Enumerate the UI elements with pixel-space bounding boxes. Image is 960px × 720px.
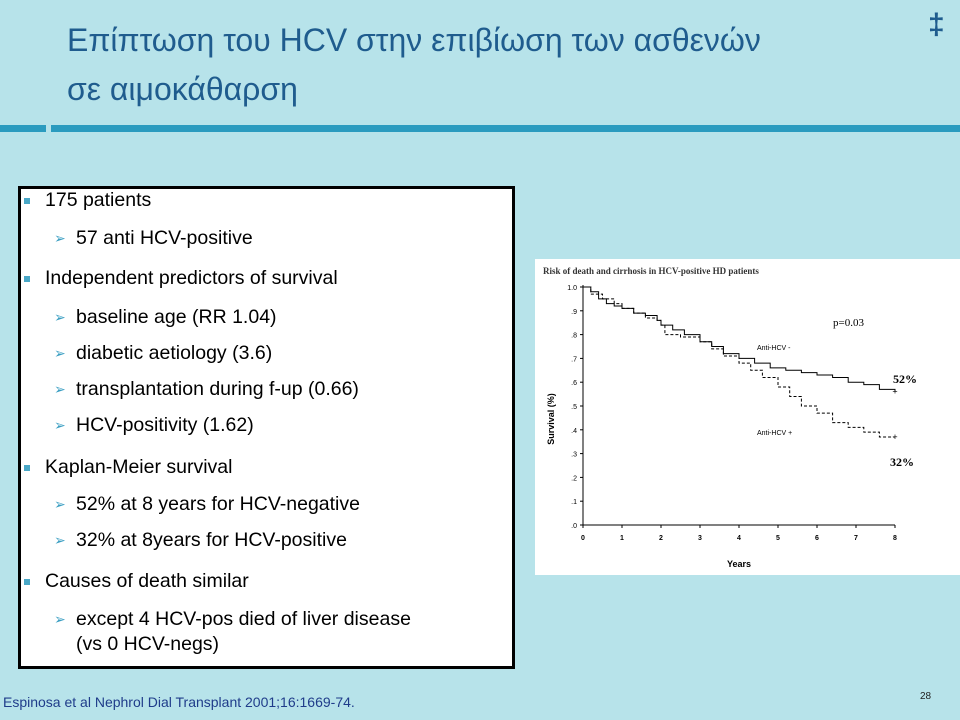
square-bullet-icon	[24, 276, 30, 282]
sub-bullet-item: HCV-positivity (1.62)	[76, 414, 254, 436]
title-line-2: σε αιμοκάθαρση	[67, 71, 298, 107]
corner-symbol: ‡	[928, 8, 945, 41]
arrow-bullet-icon: ➢	[54, 611, 66, 627]
censor-mark: +	[892, 432, 897, 442]
title-rule-left	[0, 125, 46, 132]
hcv-positive-percent-label: 32%	[890, 455, 914, 469]
square-bullet-icon	[24, 579, 30, 585]
arrow-bullet-icon: ➢	[54, 381, 66, 397]
x-tick-label: 3	[698, 535, 702, 542]
x-tick-label: 8	[893, 535, 897, 542]
bullet-item: Independent predictors of survival	[45, 267, 338, 289]
chart-axes: .0 .1 .2 .3 .4 .5 .6 .7 .8 .9 1.0 0 1 2 3 4 5 6 7 8	[567, 285, 897, 542]
title-rule-right	[51, 125, 960, 132]
y-tick-label: .5	[571, 404, 577, 411]
survival-chart: Risk of death and cirrhosis in HCV-posit…	[535, 259, 960, 575]
y-tick-label: 1.0	[567, 285, 577, 292]
sub-bullet-item: diabetic aetiology (3.6)	[76, 342, 273, 364]
survival-chart-svg: Risk of death and cirrhosis in HCV-posit…	[543, 266, 917, 569]
title-line-1: Επίπτωση του HCV στην επιβίωση των ασθεν…	[67, 22, 761, 58]
x-tick-label: 2	[659, 535, 663, 542]
x-tick-label: 6	[815, 535, 819, 542]
chart-series-layer: ++	[583, 286, 898, 442]
censor-mark: +	[892, 387, 897, 397]
sub-bullet-item: 57 anti HCV-positive	[76, 227, 253, 249]
arrow-bullet-icon: ➢	[54, 417, 66, 433]
p-value-annotation: p=0.03	[833, 317, 864, 329]
arrow-bullet-icon: ➢	[54, 496, 66, 512]
sub-bullet-item: baseline age (RR 1.04)	[76, 306, 277, 328]
chart-xlabel: Years	[727, 559, 751, 569]
y-tick-label: .1	[571, 499, 577, 506]
y-tick-label: .8	[571, 333, 577, 340]
square-bullet-icon	[24, 465, 30, 471]
series-label-anti-hcv-negative: Anti-HCV -	[757, 345, 791, 352]
arrow-bullet-icon: ➢	[54, 309, 66, 325]
sub-bullet-item: transplantation during f-up (0.66)	[76, 378, 359, 400]
x-tick-label: 5	[776, 535, 780, 542]
x-tick-label: 0	[581, 535, 585, 542]
x-tick-label: 1	[620, 535, 624, 542]
series-line-anti-hcv	[583, 286, 896, 392]
x-tick-label: 7	[854, 535, 858, 542]
square-bullet-icon	[24, 198, 30, 204]
sub-bullet-item-continuation: (vs 0 HCV-negs)	[76, 633, 220, 655]
arrow-bullet-icon: ➢	[54, 230, 66, 246]
y-tick-label: .4	[571, 428, 577, 435]
bullet-item: Causes of death similar	[45, 570, 249, 592]
chart-title: Risk of death and cirrhosis in HCV-posit…	[543, 266, 759, 276]
x-tick-label: 4	[737, 535, 741, 542]
y-tick-label: .6	[571, 380, 577, 387]
y-tick-label: .7	[571, 356, 577, 363]
hcv-negative-percent-label: 52%	[893, 372, 917, 386]
arrow-bullet-icon: ➢	[54, 532, 66, 548]
title-text: Επίπτωση του HCV στην επιβίωση των ασθεν…	[67, 16, 927, 114]
bullet-list-box: 175 patients ➢ 57 anti HCV-positive Inde…	[18, 186, 515, 669]
y-tick-label: .3	[571, 452, 577, 459]
y-tick-label: .9	[571, 309, 577, 316]
bullet-item: 175 patients	[45, 189, 152, 211]
series-line-anti-hcv	[583, 286, 895, 438]
bullet-item: Kaplan-Meier survival	[45, 456, 233, 478]
sub-bullet-item: except 4 HCV-pos died of liver disease	[76, 608, 411, 630]
y-tick-label: .0	[571, 523, 577, 530]
chart-ylabel: Survival (%)	[546, 393, 556, 445]
sub-bullet-item: 32% at 8years for HCV-positive	[76, 529, 347, 551]
series-label-anti-hcv-positive: Anti-HCV +	[757, 430, 792, 437]
page-number: 28	[920, 691, 932, 702]
y-tick-label: .2	[571, 475, 577, 482]
citation: Espinosa et al Nephrol Dial Transplant 2…	[3, 694, 355, 710]
sub-bullet-item: 52% at 8 years for HCV-negative	[76, 493, 360, 515]
arrow-bullet-icon: ➢	[54, 345, 66, 361]
